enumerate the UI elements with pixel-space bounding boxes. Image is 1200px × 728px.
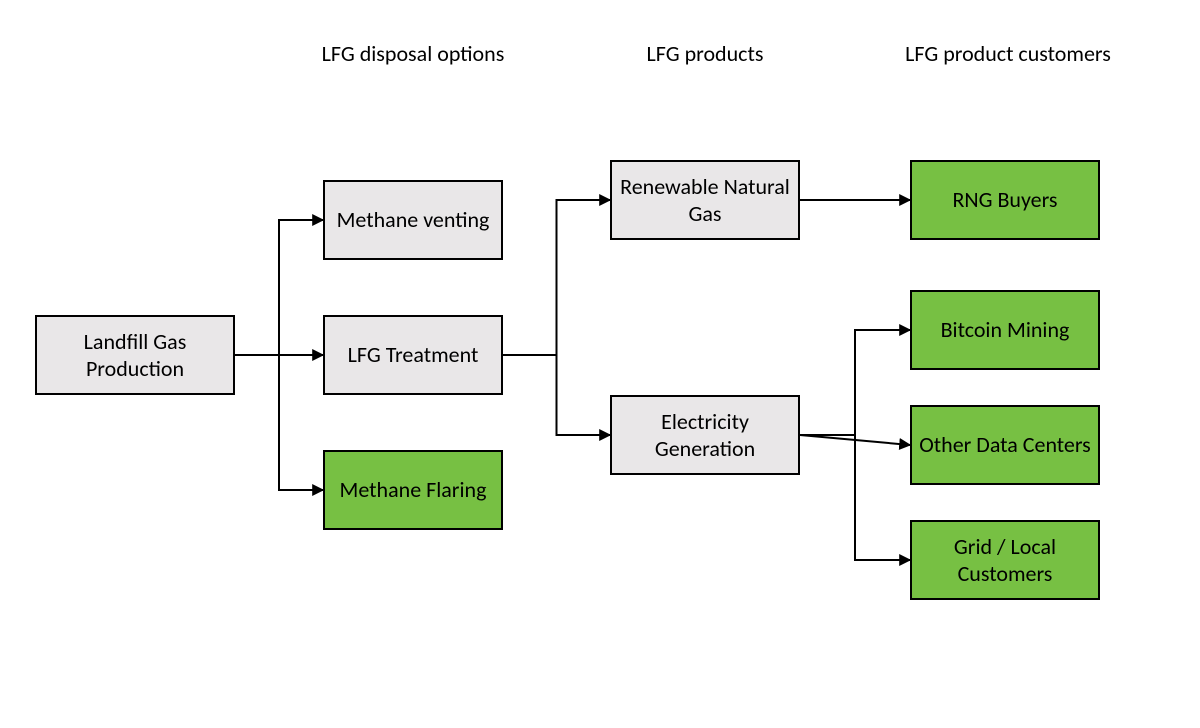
flowchart-node: Other Data Centers [910, 405, 1100, 485]
flowchart-node: Methane venting [323, 180, 503, 260]
flowchart-edge [503, 355, 610, 435]
flowchart-node: Electricity Generation [610, 395, 800, 475]
flowchart-edge [503, 200, 610, 355]
flowchart-edge [235, 355, 323, 490]
column-header: LFG products [615, 40, 795, 68]
flowchart-node: LFG Treatment [323, 315, 503, 395]
flowchart-edge [235, 220, 323, 355]
flowchart-edge [800, 435, 910, 445]
flowchart-node: RNG Buyers [910, 160, 1100, 240]
column-header: LFG product customers [893, 40, 1123, 68]
flowchart-node: Landfill Gas Production [35, 315, 235, 395]
flowchart-canvas: LFG disposal options LFG products LFG prod… [0, 0, 1200, 728]
flowchart-node: Grid / Local Customers [910, 520, 1100, 600]
flowchart-node: Renewable Natural Gas [610, 160, 800, 240]
flowchart-node: Methane Flaring [323, 450, 503, 530]
flowchart-edge [800, 330, 910, 435]
column-header: LFG disposal options [303, 40, 523, 68]
flowchart-edge [800, 435, 910, 560]
flowchart-node: Bitcoin Mining [910, 290, 1100, 370]
